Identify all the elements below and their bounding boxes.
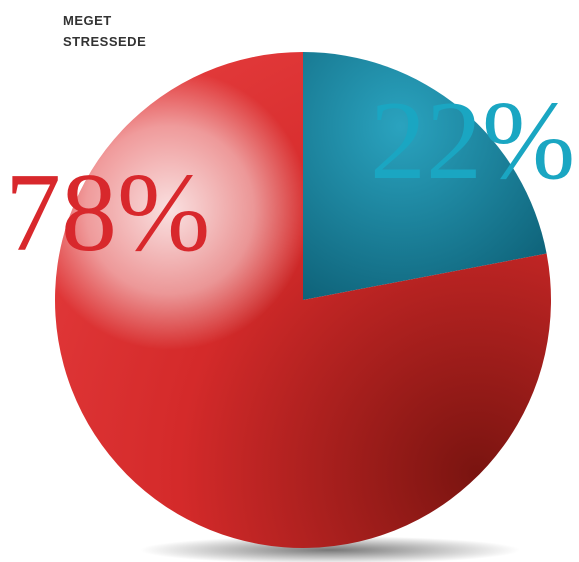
- labels: 22% 78%: [5, 79, 575, 275]
- value-label: 78%: [5, 151, 210, 275]
- shadow: [140, 536, 520, 562]
- chart-title: MEGET STRESSEDE: [63, 13, 147, 49]
- value-label: 22%: [370, 79, 575, 203]
- pie-slice: [303, 52, 547, 300]
